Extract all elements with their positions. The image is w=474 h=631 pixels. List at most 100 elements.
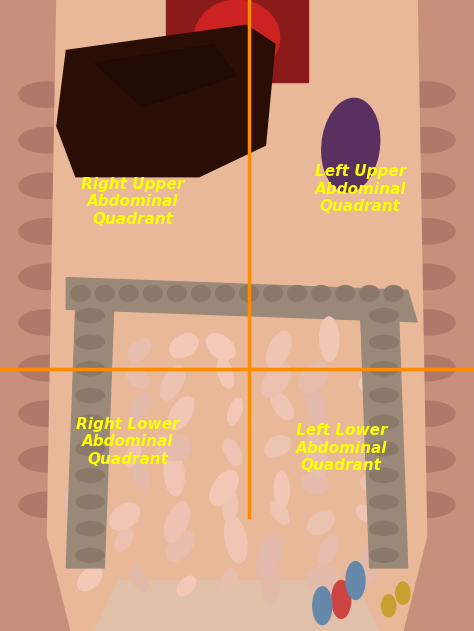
Ellipse shape <box>370 495 398 509</box>
Ellipse shape <box>76 442 104 456</box>
Ellipse shape <box>167 285 186 302</box>
Polygon shape <box>57 25 275 177</box>
Polygon shape <box>95 44 237 107</box>
Text: Left Lower
Abdominal
Quadrant: Left Lower Abdominal Quadrant <box>295 423 387 473</box>
Ellipse shape <box>143 285 162 302</box>
Ellipse shape <box>164 451 184 496</box>
Ellipse shape <box>72 430 99 471</box>
Ellipse shape <box>306 566 339 592</box>
Ellipse shape <box>398 82 455 107</box>
Ellipse shape <box>68 522 88 565</box>
Ellipse shape <box>77 369 99 402</box>
Ellipse shape <box>346 560 376 584</box>
Ellipse shape <box>272 393 293 420</box>
Ellipse shape <box>396 582 410 604</box>
Ellipse shape <box>359 433 381 471</box>
Polygon shape <box>166 0 308 82</box>
Ellipse shape <box>177 576 195 596</box>
Polygon shape <box>389 0 474 631</box>
Ellipse shape <box>76 309 104 322</box>
Ellipse shape <box>360 329 385 357</box>
Ellipse shape <box>262 364 291 397</box>
Text: Right Upper
Abdominal
Quadrant: Right Upper Abdominal Quadrant <box>81 177 184 227</box>
Ellipse shape <box>370 309 398 322</box>
Ellipse shape <box>219 569 237 595</box>
Ellipse shape <box>370 335 398 349</box>
Ellipse shape <box>76 335 104 349</box>
Polygon shape <box>66 303 114 568</box>
Ellipse shape <box>225 517 247 563</box>
Ellipse shape <box>223 439 242 466</box>
Ellipse shape <box>398 492 455 517</box>
Ellipse shape <box>336 285 355 302</box>
Ellipse shape <box>191 285 210 302</box>
Polygon shape <box>95 581 379 631</box>
Ellipse shape <box>312 285 331 302</box>
Ellipse shape <box>19 447 76 472</box>
Ellipse shape <box>299 362 328 393</box>
Ellipse shape <box>265 436 290 457</box>
Ellipse shape <box>306 434 327 478</box>
Ellipse shape <box>19 173 76 198</box>
Ellipse shape <box>264 285 283 302</box>
Ellipse shape <box>228 398 243 424</box>
Ellipse shape <box>130 392 151 421</box>
Ellipse shape <box>398 310 455 335</box>
Ellipse shape <box>302 473 328 494</box>
Ellipse shape <box>216 285 235 302</box>
Ellipse shape <box>127 367 148 389</box>
Ellipse shape <box>160 366 185 400</box>
Ellipse shape <box>308 511 335 534</box>
Ellipse shape <box>73 396 94 416</box>
Ellipse shape <box>370 415 398 429</box>
Ellipse shape <box>164 502 190 542</box>
Ellipse shape <box>76 495 104 509</box>
Ellipse shape <box>170 334 198 358</box>
Text: Right Lower
Abdominal
Quadrant: Right Lower Abdominal Quadrant <box>76 417 180 466</box>
Ellipse shape <box>19 310 76 335</box>
Ellipse shape <box>218 358 233 388</box>
Ellipse shape <box>370 442 398 456</box>
Ellipse shape <box>210 471 238 505</box>
Ellipse shape <box>361 544 390 566</box>
Ellipse shape <box>306 387 326 426</box>
Ellipse shape <box>384 285 403 302</box>
Ellipse shape <box>76 362 104 375</box>
Ellipse shape <box>370 468 398 482</box>
Ellipse shape <box>128 339 151 362</box>
Polygon shape <box>66 278 417 322</box>
Ellipse shape <box>370 389 398 403</box>
Ellipse shape <box>370 548 398 562</box>
Ellipse shape <box>109 503 140 530</box>
Ellipse shape <box>95 285 114 302</box>
Ellipse shape <box>398 401 455 427</box>
Ellipse shape <box>271 501 289 524</box>
Ellipse shape <box>398 219 455 244</box>
Ellipse shape <box>71 285 90 302</box>
Ellipse shape <box>19 355 76 380</box>
Ellipse shape <box>382 594 396 617</box>
Ellipse shape <box>398 264 455 290</box>
Ellipse shape <box>356 505 376 522</box>
Ellipse shape <box>78 322 110 354</box>
Ellipse shape <box>64 489 88 527</box>
Ellipse shape <box>168 397 194 430</box>
Ellipse shape <box>194 0 280 76</box>
Ellipse shape <box>398 355 455 380</box>
Ellipse shape <box>223 490 237 523</box>
Ellipse shape <box>133 459 149 490</box>
Ellipse shape <box>115 528 133 551</box>
Ellipse shape <box>360 285 379 302</box>
Ellipse shape <box>78 476 102 495</box>
Ellipse shape <box>360 369 395 396</box>
Ellipse shape <box>167 531 194 561</box>
Ellipse shape <box>370 522 398 536</box>
Ellipse shape <box>332 581 351 618</box>
Ellipse shape <box>288 285 307 302</box>
Ellipse shape <box>262 563 280 603</box>
Ellipse shape <box>239 285 258 302</box>
Ellipse shape <box>398 173 455 198</box>
Ellipse shape <box>361 473 386 493</box>
Ellipse shape <box>398 127 455 153</box>
Ellipse shape <box>76 522 104 536</box>
